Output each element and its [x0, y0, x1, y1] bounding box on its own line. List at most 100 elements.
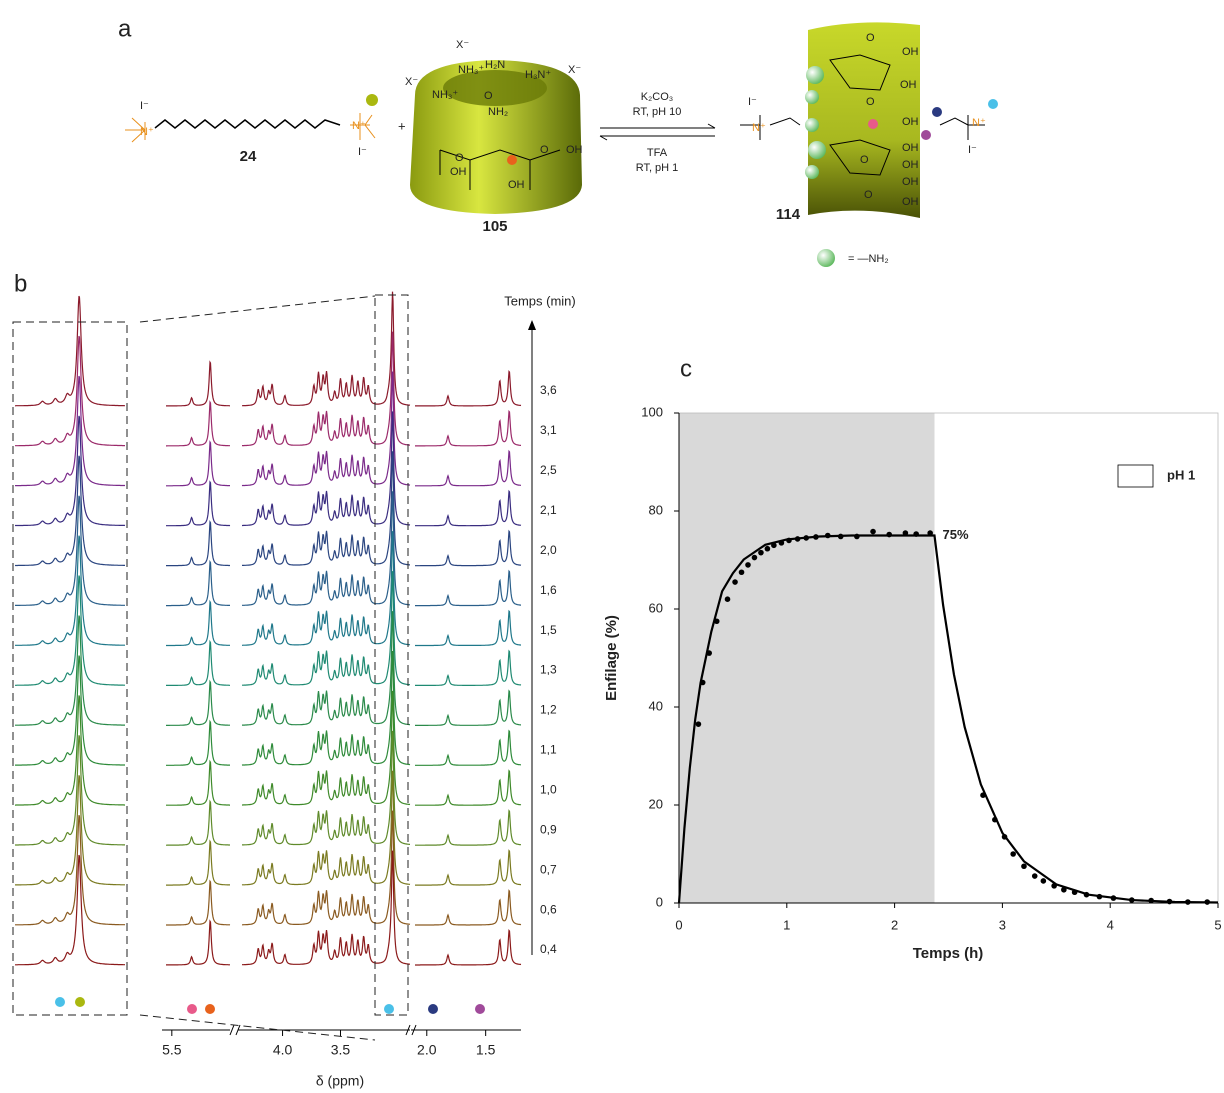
zoom-boxes	[12, 294, 409, 1041]
spectrum	[415, 928, 522, 966]
atom-label: OH	[902, 142, 919, 154]
data-point	[751, 554, 758, 561]
spectrum	[15, 375, 125, 487]
spectrum	[15, 575, 125, 686]
bonds	[439, 149, 561, 190]
atom-label: OH	[902, 159, 919, 171]
spectrum	[166, 559, 230, 607]
atom-label: O	[866, 96, 875, 108]
time-label: 1,2	[540, 703, 557, 717]
legend-swatch	[1117, 464, 1154, 488]
time-label: 0,4	[540, 942, 557, 956]
atom-label: NH₃⁺	[432, 89, 458, 101]
compound-number: 114	[776, 206, 801, 223]
atom-label: H₃N⁺	[525, 69, 551, 81]
panel-label: b	[14, 270, 27, 297]
rings	[829, 54, 891, 176]
legend-label: pH 1	[1167, 467, 1195, 482]
axis-title: δ (ppm)	[316, 1073, 364, 1089]
spectrum	[242, 571, 410, 686]
data-point	[764, 545, 771, 552]
y-tick-label: 40	[649, 698, 663, 713]
spectrum	[415, 569, 521, 607]
atom-label: O	[455, 152, 464, 164]
compound-number: 105	[482, 218, 507, 235]
spectrum	[166, 440, 230, 487]
atom-label: OH	[902, 116, 919, 128]
x-tick-label: 2	[891, 917, 898, 932]
spectrum	[242, 491, 410, 606]
spectrum	[15, 854, 125, 966]
region	[679, 413, 935, 903]
atom-label: X⁻	[456, 39, 469, 51]
x-tick-label: 5	[1214, 917, 1221, 932]
time-label: 2,5	[540, 463, 557, 477]
spectrum	[415, 849, 521, 886]
arrow-head	[528, 320, 536, 330]
time-label: 0,7	[540, 862, 557, 876]
marker-dot	[507, 155, 517, 165]
region	[934, 413, 1218, 903]
time-label: 1,0	[540, 782, 557, 796]
atom-label: OH	[900, 79, 917, 91]
spectrum	[15, 615, 125, 726]
marker-dot	[932, 107, 942, 117]
y-tick-label: 0	[656, 894, 663, 909]
spectrum	[166, 480, 231, 527]
atom-label: O	[860, 154, 869, 166]
spectrum	[166, 639, 230, 686]
chain	[154, 119, 341, 129]
spectrum	[415, 449, 521, 487]
arrow-head	[707, 123, 716, 129]
cyclodextrin-half	[808, 22, 920, 219]
atom-label: X⁻	[568, 64, 581, 76]
y-tick-label: 20	[649, 796, 663, 811]
spectrum	[415, 529, 522, 567]
data-point	[1040, 878, 1047, 884]
marker-dots	[55, 997, 485, 1014]
spectrum	[415, 489, 522, 527]
spectrum	[166, 360, 230, 407]
spectrum	[15, 655, 125, 766]
atom-label: O	[864, 189, 873, 201]
spectrum	[15, 775, 125, 886]
spectrum	[242, 690, 411, 806]
spectrum	[15, 535, 125, 646]
y-tick-label: 80	[649, 502, 663, 517]
spectrum	[166, 599, 230, 647]
atom-label: NH₂	[488, 106, 508, 118]
atom-label: H₂N	[485, 59, 505, 71]
x-tick-label: 1.5	[476, 1042, 496, 1058]
atom-label: N⁺	[752, 122, 766, 134]
x-tick-label: 4	[1107, 917, 1114, 932]
spectrum	[242, 531, 411, 646]
spectrum	[242, 411, 411, 527]
spectrum	[242, 810, 411, 926]
y-tick-label: 100	[641, 404, 663, 419]
time-label: 3,1	[540, 423, 557, 437]
spectrum	[166, 879, 231, 926]
time-label: 2,1	[540, 503, 557, 517]
atom-label: N⁺	[972, 117, 986, 129]
time-label: 1,1	[540, 743, 557, 757]
condition: TFA	[647, 147, 668, 159]
marker-dot	[868, 119, 878, 129]
axis-title: Temps (min)	[504, 293, 576, 308]
annotation: 75%	[942, 527, 968, 542]
spectrum	[415, 769, 522, 806]
spectrum	[166, 919, 230, 966]
plus: +	[398, 118, 406, 133]
atom-label: I⁻	[140, 100, 149, 112]
time-label: 1,3	[540, 663, 557, 677]
fit-line	[677, 534, 1219, 904]
y-tick-label: 60	[649, 600, 663, 615]
x-tick-label: 4.0	[273, 1042, 293, 1058]
time-label: 2,0	[540, 543, 557, 557]
data-point	[870, 528, 876, 535]
spectrum	[242, 451, 410, 566]
atom-label: OH	[450, 166, 467, 178]
marker-dot	[988, 99, 998, 109]
axis-break	[229, 1024, 241, 1036]
x-axis-title: Temps (h)	[913, 945, 984, 962]
time-label: 1,6	[540, 583, 557, 597]
